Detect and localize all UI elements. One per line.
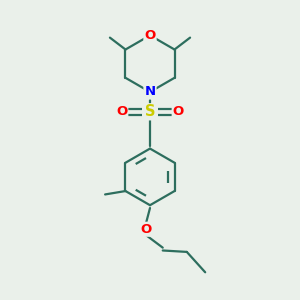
- Text: O: O: [144, 29, 156, 42]
- Text: O: O: [140, 223, 152, 236]
- Text: N: N: [144, 85, 156, 98]
- Text: O: O: [116, 105, 127, 118]
- Text: S: S: [145, 104, 155, 119]
- Text: O: O: [173, 105, 184, 118]
